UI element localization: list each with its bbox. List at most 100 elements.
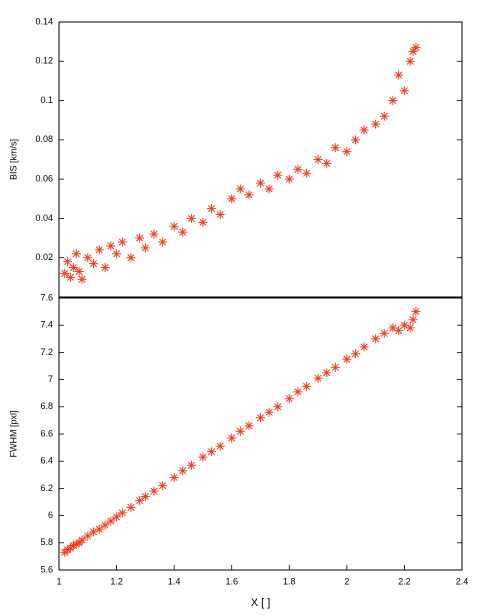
point [178,227,188,237]
point [66,272,76,282]
point [322,158,332,168]
point [77,274,87,284]
marker-stroke [303,169,311,177]
y-tick-label: 6.6 [40,428,53,438]
marker-stroke [351,350,360,358]
point [284,174,294,184]
marker-stroke [187,461,195,469]
marker-stroke [101,264,109,272]
marker-stroke [236,185,244,193]
y-tick-label: 0.1 [40,95,53,105]
point [394,326,404,336]
marker-stroke [64,258,72,266]
y-tick-label: 7.2 [40,347,53,357]
marker-stroke [208,205,216,213]
marker-stroke [265,185,273,193]
point [302,168,312,178]
point [284,394,294,404]
marker-stroke [228,434,236,442]
point [227,194,237,204]
point [71,249,81,259]
marker-stroke [101,521,109,529]
marker-stroke [159,482,167,490]
point [112,249,122,259]
y-tick-label: 0.02 [35,252,53,262]
marker-stroke [245,422,253,430]
marker-stroke [113,250,121,258]
point [186,460,196,470]
x-tick-label: 1.2 [110,576,123,586]
y-tick-label: 5.6 [40,564,53,574]
point [405,56,415,66]
marker-stroke [285,175,293,183]
marker-stroke [372,335,380,343]
marker-stroke [170,222,178,230]
marker-stroke [343,148,351,156]
marker-stroke [409,316,417,324]
marker-stroke [136,234,144,242]
point [178,466,188,476]
y-axis-label: BIS [km/s] [8,139,18,180]
x-tick-label: 1.4 [168,576,181,586]
y-tick-label: 0.08 [35,134,53,144]
marker-stroke [107,242,115,250]
y-tick-label: 0.04 [35,213,53,223]
marker-stroke [274,403,282,411]
y-tick-label: 6.2 [40,483,53,493]
marker-stroke [380,329,388,337]
marker-stroke [400,321,408,329]
marker-stroke [323,159,331,167]
marker-stroke [78,536,86,544]
marker-stroke [360,126,368,134]
marker-stroke [84,254,92,262]
marker-stroke [303,382,311,390]
marker-stroke [360,343,368,351]
point [126,502,136,512]
marker-stroke [294,388,302,396]
point [273,170,283,180]
point [135,496,145,506]
marker-stroke [256,414,265,422]
marker-stroke [412,308,420,316]
point [112,512,122,522]
point [106,241,116,251]
marker-stroke [136,497,144,505]
point [100,263,110,273]
point [94,524,104,534]
marker-stroke [113,513,121,521]
point [207,447,217,457]
point [89,259,99,269]
point [235,184,245,194]
marker-stroke [274,171,282,179]
point [302,381,312,391]
point [169,473,179,483]
marker-stroke [314,155,322,164]
point [330,362,340,372]
marker-stroke [395,327,403,335]
x-tick-label: 2.2 [398,576,411,586]
marker-stroke [61,269,69,277]
marker-stroke [216,442,224,450]
marker-stroke [343,355,351,363]
point [264,184,274,194]
marker-stroke [228,195,236,203]
point [117,508,127,518]
point [215,210,225,219]
point [342,147,352,157]
marker-stroke [69,264,77,272]
marker-stroke [179,467,187,475]
plot-frame [58,21,463,298]
marker-stroke [351,136,360,144]
point [405,323,415,333]
marker-stroke [372,120,380,128]
marker-stroke [150,487,158,495]
x-tick-label: 1.6 [225,576,238,586]
point [68,263,78,273]
marker-stroke [331,363,339,371]
marker-stroke [406,324,414,332]
y-tick-label: 7.4 [40,320,53,330]
point [411,43,421,53]
marker-stroke [400,87,408,95]
marker-stroke [78,275,86,283]
marker-stroke [127,254,135,262]
